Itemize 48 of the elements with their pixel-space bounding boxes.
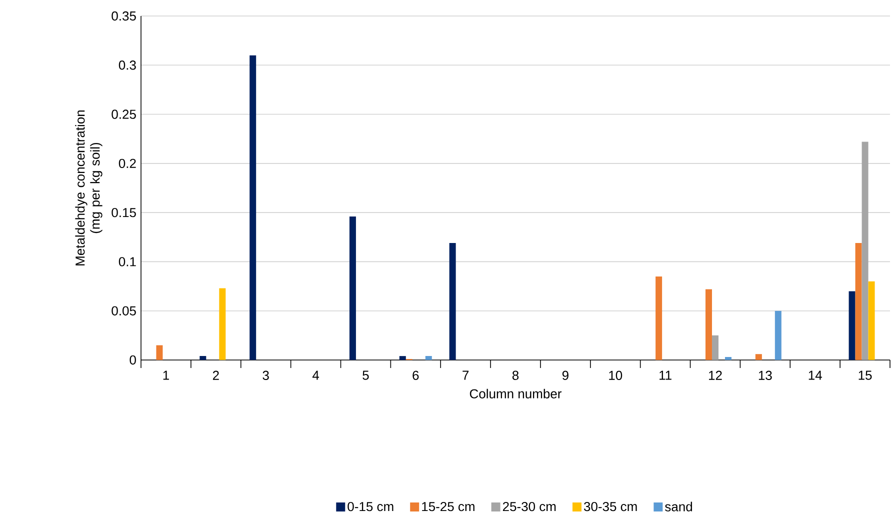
x-tick-label: 2 <box>212 370 219 380</box>
bar <box>349 216 356 360</box>
legend-label: 30-35 cm <box>584 502 637 512</box>
bar <box>449 242 456 360</box>
bar <box>712 335 718 360</box>
bar <box>855 242 862 360</box>
bar <box>656 276 662 360</box>
x-tick-label: 7 <box>462 370 469 380</box>
bar <box>868 281 875 360</box>
x-tick-label: 3 <box>262 370 269 380</box>
legend-label: 25-30 cm <box>502 502 556 512</box>
y-tick-label: 0.25 <box>112 110 136 119</box>
x-tick-label: 1 <box>163 370 169 380</box>
y-tick-label: 0.35 <box>112 11 136 21</box>
x-tick-label: 6 <box>412 370 419 380</box>
x-tick-label: 13 <box>758 370 772 380</box>
x-tick-label: 11 <box>660 370 672 380</box>
bar <box>425 356 432 360</box>
y-tick-label: 0.3 <box>118 60 136 70</box>
y-axis-title: Metaldehdye concentration (mg per kg soil) <box>75 110 102 266</box>
x-tick-label: 5 <box>362 370 369 380</box>
bar <box>250 55 256 360</box>
x-tick-label: 8 <box>512 370 519 380</box>
bar <box>862 142 868 360</box>
bar <box>724 356 732 360</box>
x-axis-title: Column number <box>470 388 562 398</box>
legend-label: 0-15 cm <box>348 502 394 512</box>
legend-label: sand <box>665 502 692 512</box>
y-tick-label: 0.15 <box>112 208 136 218</box>
legend-label: 15-25 cm <box>422 502 474 512</box>
y-tick-label: 0.2 <box>118 158 136 168</box>
bar <box>156 345 163 360</box>
x-tick-label: 15 <box>858 370 872 380</box>
bar <box>200 356 206 360</box>
x-tick-label: 9 <box>562 370 568 380</box>
bar <box>755 354 762 360</box>
x-tick-label: 14 <box>808 370 822 380</box>
bar <box>705 289 712 360</box>
y-tick-label: 0 <box>130 355 136 365</box>
bar <box>848 291 856 360</box>
y-tick-label: 0.05 <box>112 306 136 316</box>
bar <box>219 288 226 360</box>
y-tick-label: 0.1 <box>118 257 136 266</box>
bar <box>774 310 782 360</box>
x-tick-label: 10 <box>609 370 622 380</box>
bar <box>399 356 406 360</box>
x-tick-label: 12 <box>708 370 722 380</box>
x-tick-label: 4 <box>312 370 320 380</box>
